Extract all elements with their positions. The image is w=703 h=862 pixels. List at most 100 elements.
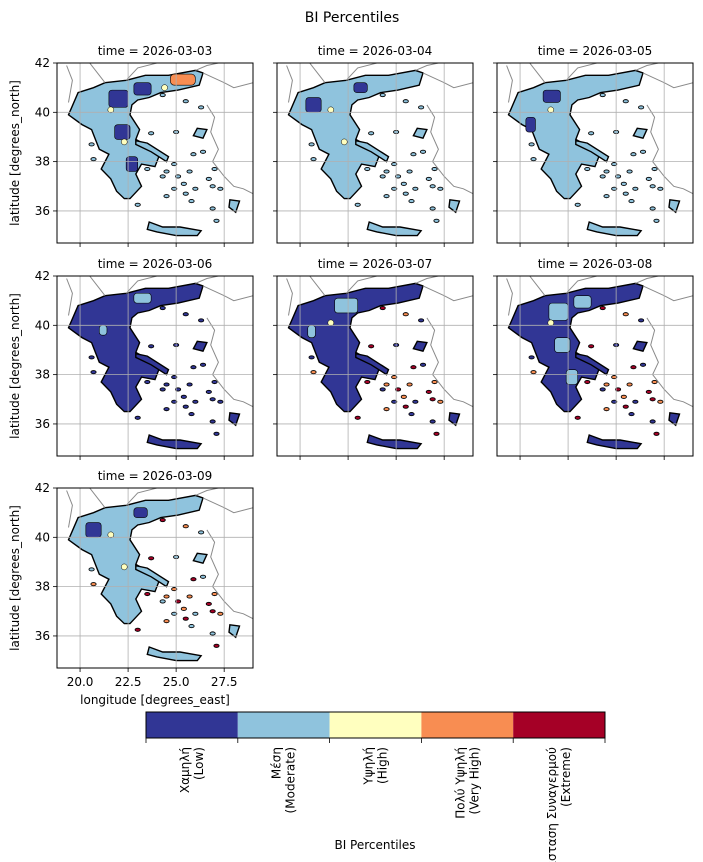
category-patch [542, 89, 561, 103]
country-border [345, 63, 378, 81]
island [584, 379, 591, 385]
category-patch [305, 97, 322, 113]
island [630, 152, 637, 157]
island [163, 169, 170, 174]
country-border [635, 63, 659, 71]
island [163, 407, 170, 412]
island [368, 131, 375, 136]
island [599, 174, 606, 179]
country-border [506, 278, 513, 316]
island [134, 202, 141, 207]
y-axis-label: latitude [degrees_north] [8, 80, 22, 226]
island [182, 524, 189, 529]
island [402, 99, 409, 104]
land-region [632, 127, 648, 140]
island [649, 397, 656, 402]
island [209, 631, 216, 636]
island [653, 431, 660, 436]
land-region [586, 434, 643, 450]
island [182, 99, 189, 104]
island [406, 382, 413, 387]
island [190, 152, 197, 157]
island [611, 375, 618, 380]
country-border [422, 285, 473, 302]
panel-title: time = 2026-03-04 [318, 44, 433, 58]
island [429, 206, 436, 211]
island [402, 404, 409, 409]
island [148, 344, 155, 349]
island [354, 202, 361, 207]
island [626, 382, 633, 387]
country-border [89, 63, 106, 84]
land-region [448, 412, 461, 427]
country-border [202, 285, 253, 302]
island [391, 399, 398, 404]
country-border [89, 276, 106, 297]
island [651, 166, 658, 172]
island [622, 99, 629, 104]
land-region [668, 199, 681, 214]
land-region [192, 127, 208, 140]
island [657, 399, 664, 404]
land-region [228, 199, 241, 214]
axes-frame [56, 487, 254, 669]
x-tick-label: 25.0 [163, 675, 190, 689]
land-region [366, 434, 423, 450]
island [88, 355, 95, 360]
island [209, 419, 216, 424]
land-region [366, 221, 423, 237]
island [395, 387, 402, 392]
island [638, 105, 645, 110]
island [175, 599, 182, 604]
island [308, 142, 315, 147]
island [198, 318, 205, 323]
island [90, 370, 97, 375]
map-panel: time = 2026-03-09 36 38 40 42 20.0 22.5 25.0 27.… [8, 469, 254, 689]
land-region [632, 340, 648, 353]
category-patch [353, 82, 368, 93]
figure-title: BI Percentiles [305, 10, 400, 26]
map-panel: time = 2026-03-04 [273, 44, 474, 247]
island [163, 594, 170, 599]
island [425, 389, 432, 394]
island [379, 387, 386, 392]
colorbar-category-label: Χαμηλή(Low) [178, 747, 206, 793]
island [418, 318, 425, 323]
island [171, 375, 178, 380]
country-border [642, 72, 693, 89]
high-spot [341, 138, 348, 146]
island [159, 174, 166, 179]
island [391, 186, 398, 191]
axes-frame [56, 62, 254, 244]
island [205, 389, 212, 394]
island [603, 169, 610, 174]
country-border [642, 285, 693, 302]
island [171, 186, 178, 191]
y-tick-label: 42 [35, 481, 50, 495]
country-border [309, 63, 326, 84]
island [199, 149, 207, 154]
y-tick-label: 36 [35, 629, 50, 643]
island [144, 166, 151, 172]
island [645, 176, 652, 181]
category-patch [108, 89, 129, 108]
island [213, 218, 220, 223]
land-region [146, 434, 203, 450]
island [530, 370, 537, 375]
island [419, 149, 427, 154]
category-patch [334, 297, 359, 314]
island [651, 379, 658, 385]
island [615, 174, 622, 179]
island [599, 306, 606, 311]
country-border [89, 488, 106, 509]
x-tick-label: 27.5 [211, 675, 238, 689]
island [190, 365, 197, 370]
island [159, 387, 166, 392]
island [400, 181, 407, 186]
land-region [448, 199, 461, 214]
high-spot [107, 531, 115, 539]
panel-title: time = 2026-03-09 [98, 469, 213, 483]
category-patch [573, 295, 592, 309]
island [148, 556, 155, 561]
map-panel: time = 2026-03-05 [493, 44, 694, 247]
